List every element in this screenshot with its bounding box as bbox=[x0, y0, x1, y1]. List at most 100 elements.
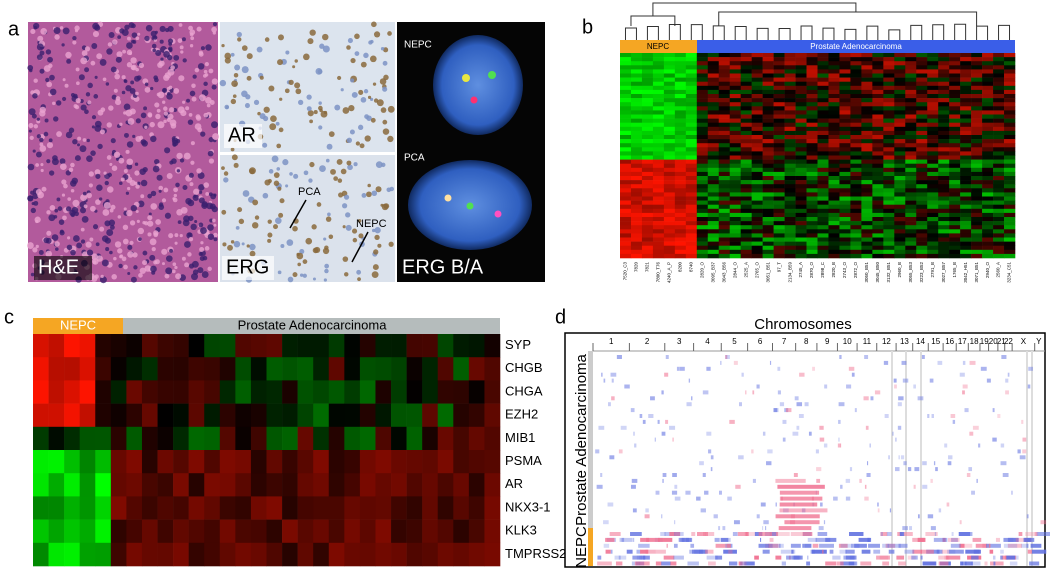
cell bbox=[205, 97, 212, 104]
heatmap-cell bbox=[718, 69, 731, 74]
heatmap-cell bbox=[784, 196, 796, 201]
cnv-segment bbox=[603, 543, 610, 548]
cnv-segment bbox=[992, 437, 997, 442]
cell bbox=[80, 194, 88, 202]
cell bbox=[32, 247, 38, 253]
cell bbox=[359, 143, 365, 149]
heatmap-cell bbox=[751, 167, 763, 173]
heatmap-cell bbox=[806, 196, 818, 201]
cnv-segment bbox=[851, 372, 855, 377]
heatmap-cell bbox=[641, 233, 654, 238]
heatmap-cell bbox=[916, 167, 928, 173]
cnv-segment bbox=[980, 366, 987, 371]
cnv-segment bbox=[715, 543, 726, 548]
heatmap-cell bbox=[883, 81, 895, 87]
heatmap-cell bbox=[839, 200, 851, 205]
heatmap-cell bbox=[916, 159, 928, 164]
cell bbox=[74, 155, 81, 162]
heatmap-cell bbox=[993, 200, 1005, 205]
cell bbox=[133, 265, 138, 270]
heatmap-cell bbox=[872, 77, 884, 82]
heatmap-cell bbox=[993, 237, 1005, 242]
cell bbox=[28, 122, 34, 129]
heatmap-cell bbox=[751, 126, 763, 132]
cell bbox=[361, 192, 367, 198]
cnv-segment bbox=[1000, 443, 1005, 448]
cnv-segment bbox=[661, 431, 666, 436]
cnv-segment bbox=[1001, 555, 1008, 560]
cnv-segment bbox=[632, 508, 637, 513]
heatmap-cell bbox=[971, 196, 983, 201]
heatmap-cell bbox=[188, 450, 205, 474]
heatmap-cell bbox=[740, 77, 752, 82]
cell bbox=[269, 123, 277, 131]
cell bbox=[43, 131, 49, 137]
heatmap-cell bbox=[795, 237, 807, 242]
cell bbox=[208, 68, 214, 74]
heatmap-cell bbox=[817, 217, 829, 222]
heatmap-cell bbox=[938, 114, 950, 119]
dendrogram bbox=[800, 25, 813, 40]
cell bbox=[45, 250, 53, 258]
heatmap-cell bbox=[927, 94, 939, 99]
heatmap-cell bbox=[993, 184, 1005, 189]
cell bbox=[121, 75, 126, 80]
cnv-segment bbox=[874, 390, 881, 395]
heatmap-cell bbox=[641, 188, 654, 193]
cell bbox=[212, 22, 218, 27]
heatmap-cell bbox=[883, 245, 895, 251]
cnv-segment bbox=[922, 461, 927, 466]
cell bbox=[306, 94, 312, 100]
heatmap-cell bbox=[839, 188, 851, 193]
cnv-segment bbox=[968, 467, 973, 472]
heatmap-cell bbox=[883, 61, 895, 66]
heatmap-cell bbox=[773, 61, 785, 66]
heatmap-cell bbox=[960, 245, 972, 251]
heatmap-cell bbox=[982, 94, 994, 99]
heatmap-cell bbox=[773, 171, 785, 177]
sidebar bbox=[588, 351, 593, 566]
heatmap-cell bbox=[861, 188, 873, 193]
heatmap-cell bbox=[949, 135, 961, 140]
heatmap-cell bbox=[784, 98, 796, 103]
heatmap-cell bbox=[641, 135, 654, 140]
heatmap-cell bbox=[784, 208, 796, 214]
heatmap-cell bbox=[960, 159, 972, 164]
heatmap-cell bbox=[894, 139, 906, 144]
heatmap-cell bbox=[773, 221, 785, 226]
heatmap-cell bbox=[674, 171, 687, 177]
cell bbox=[70, 162, 75, 168]
cell bbox=[179, 234, 183, 238]
heatmap-cell bbox=[872, 180, 884, 185]
heatmap-cell bbox=[894, 167, 906, 173]
heatmap-cell bbox=[817, 139, 829, 144]
cell bbox=[203, 182, 210, 188]
heatmap-cell bbox=[729, 221, 741, 226]
heatmap-cell bbox=[344, 473, 361, 497]
heatmap-cell bbox=[817, 196, 829, 201]
heatmap-cell bbox=[905, 167, 917, 173]
cell bbox=[181, 256, 186, 261]
heatmap-cell bbox=[204, 473, 221, 497]
cnv-segment bbox=[898, 396, 904, 401]
heatmap-cell bbox=[784, 61, 796, 66]
heatmap-cell bbox=[960, 53, 972, 58]
cnv-segment bbox=[870, 396, 874, 401]
heatmap-cell bbox=[95, 334, 112, 358]
cnv-segment bbox=[621, 537, 625, 542]
heatmap-cell bbox=[883, 188, 895, 193]
cell bbox=[208, 136, 214, 143]
cnv-segment bbox=[634, 561, 650, 566]
heatmap-cell bbox=[773, 225, 785, 230]
cnv-segment bbox=[779, 502, 818, 507]
heatmap-cell bbox=[718, 225, 731, 230]
cell bbox=[101, 235, 109, 243]
cnv-segment bbox=[894, 384, 897, 389]
heatmap-cell bbox=[1004, 171, 1016, 177]
heatmap-cell bbox=[861, 241, 873, 246]
heatmap-cell bbox=[960, 229, 972, 234]
heatmap-cell bbox=[894, 85, 906, 91]
cnv-segment bbox=[864, 355, 869, 359]
heatmap-cell bbox=[652, 118, 665, 123]
cell bbox=[92, 22, 100, 30]
